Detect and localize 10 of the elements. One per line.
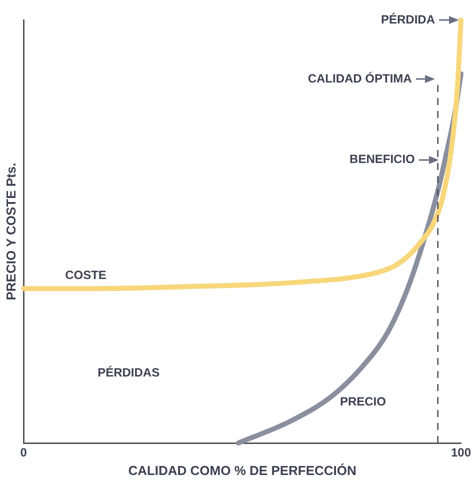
ref-line-label: CALIDAD ÓPTIMA (308, 72, 412, 86)
annotation: PÉRDIDA (380, 12, 436, 26)
x-tick-label: 0 (20, 446, 28, 460)
annotation: BENEFICIO (350, 152, 415, 166)
series-label: PRECIO (340, 394, 386, 408)
y-axis-title: PRECIO Y COSTE Pts. (3, 162, 18, 300)
annotation: PÉRDIDAS (98, 366, 160, 380)
series-label: COSTE (65, 268, 106, 282)
x-tick-label: 100 (450, 446, 472, 460)
x-axis-title: CALIDAD COMO % DE PERFECCIÓN (128, 462, 356, 478)
